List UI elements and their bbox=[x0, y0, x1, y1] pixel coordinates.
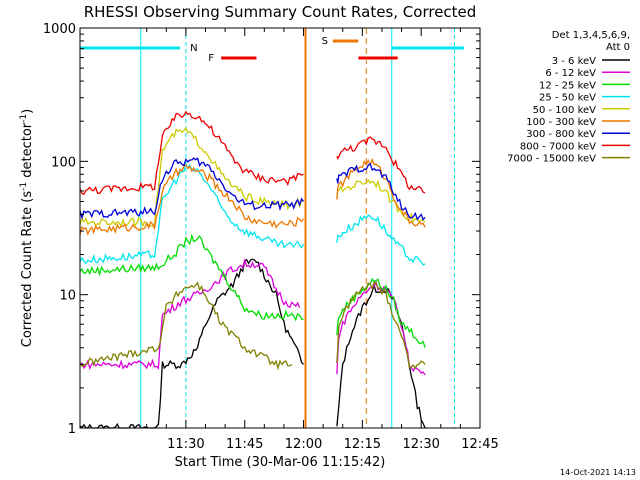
series-line bbox=[336, 283, 426, 429]
x-tick-label: 12:45 bbox=[461, 437, 498, 452]
x-axis: 11:30 11:45 12:00 12:15 12:30 12:45 bbox=[146, 28, 499, 452]
series-line bbox=[336, 157, 426, 228]
legend-entry: 800 - 7000 keV bbox=[520, 141, 596, 152]
series-line bbox=[336, 136, 426, 194]
y-tick-label: 1 bbox=[68, 422, 76, 437]
legend-entry: 7000 - 15000 keV bbox=[507, 154, 596, 165]
y-tick-label: 1000 bbox=[43, 22, 76, 37]
legend-entry: 12 - 25 keV bbox=[539, 80, 596, 91]
series-line bbox=[79, 110, 304, 196]
x-tick-label: 11:30 bbox=[167, 437, 204, 452]
series-line bbox=[79, 257, 301, 371]
series-line bbox=[79, 164, 305, 236]
chart-title: RHESSI Observing Summary Count Rates, Co… bbox=[84, 3, 477, 21]
series-line bbox=[336, 214, 426, 266]
legend-entry: 100 - 300 keV bbox=[526, 117, 596, 128]
legend-entry: 50 - 100 keV bbox=[533, 105, 597, 116]
y-axis: 1 10 100 1000 bbox=[43, 22, 480, 437]
y-tick-label: 100 bbox=[51, 155, 76, 170]
legend-entry: 3 - 6 keV bbox=[552, 56, 596, 67]
legend-entry: 6 - 12 keV bbox=[545, 68, 596, 79]
series-line bbox=[336, 281, 426, 370]
series-line bbox=[79, 126, 304, 228]
legend-entry: 300 - 800 keV bbox=[526, 129, 596, 140]
series-layer bbox=[79, 110, 426, 430]
legend-header: Det 1,3,4,5,6,9, bbox=[552, 30, 630, 41]
y-tick-label: 10 bbox=[59, 289, 76, 304]
plot-frame bbox=[79, 27, 481, 429]
legend-entry: 25 - 50 keV bbox=[539, 93, 596, 104]
legend-header: Att 0 bbox=[606, 42, 630, 53]
series-line bbox=[336, 162, 426, 221]
y-axis-label: Corrected Count Rate (s-1 detector-1) bbox=[19, 109, 35, 347]
series-line bbox=[79, 157, 305, 221]
x-axis-label: Start Time (30-Mar-06 11:15:42) bbox=[175, 455, 386, 470]
x-tick-label: 11:45 bbox=[226, 437, 263, 452]
series-line bbox=[79, 281, 293, 371]
night-label: N bbox=[190, 43, 197, 54]
flare-label: F bbox=[208, 53, 214, 64]
x-tick-label: 12:00 bbox=[285, 437, 322, 452]
x-tick-label: 12:30 bbox=[402, 437, 439, 452]
series-line bbox=[79, 258, 304, 430]
footer-date: 14-Oct-2021 14:13 bbox=[560, 468, 636, 477]
observing-annotations: NF S bbox=[80, 28, 464, 428]
saa-label: S bbox=[322, 36, 328, 47]
x-tick-label: 12:15 bbox=[344, 437, 381, 452]
series-line bbox=[79, 233, 304, 322]
